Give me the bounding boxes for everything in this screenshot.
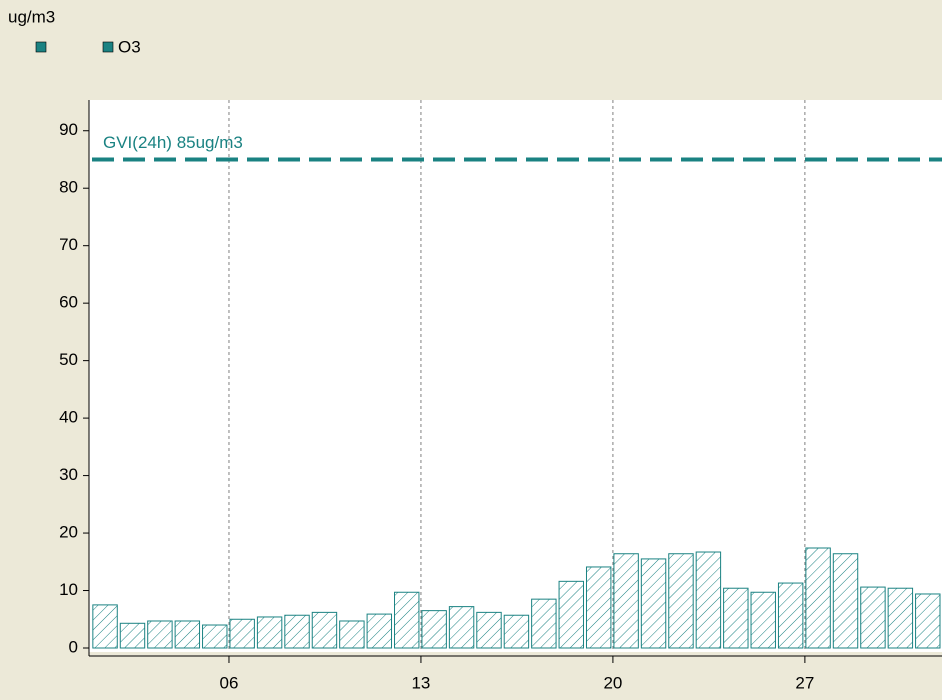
bar [147,620,173,649]
y-tick-label: 90 [59,120,78,139]
y-tick-label: 70 [59,235,78,254]
bar [311,611,338,649]
bar [448,606,475,649]
x-tick-label: 20 [603,673,622,692]
bar [119,622,146,649]
bar [777,582,804,649]
y-tick-label: 60 [59,293,78,312]
bar [668,553,694,649]
y-tick-label: 50 [59,350,78,369]
bar [229,618,255,649]
y-tick-label: 80 [59,178,78,197]
bar [695,551,722,649]
bar [613,553,639,649]
y-tick-label: 20 [59,523,78,542]
legend-swatch [102,41,114,53]
bar [256,616,283,649]
bar [915,593,941,649]
x-tick-label: 27 [795,673,814,692]
bar [202,624,228,649]
bar [503,614,530,649]
bar [421,610,447,649]
bar [805,547,831,649]
y-axis-label: ug/m3 [8,7,55,26]
y-tick-label: 10 [59,580,78,599]
bar [476,611,502,649]
bar [284,614,310,649]
bar [723,587,749,649]
legend-label: O3 [118,37,141,56]
y-tick-label: 40 [59,408,78,427]
legend-swatch [35,41,47,53]
plot-area [89,100,942,652]
bar [174,620,201,649]
bar [339,620,365,649]
x-tick-label: 13 [411,673,430,692]
bar [394,591,420,649]
y-tick-label: 0 [69,637,78,656]
bar [366,613,393,649]
bar [750,591,776,649]
bar [92,604,118,649]
bar [585,566,612,649]
x-tick-label: 06 [220,673,239,692]
bar [558,580,584,649]
reference-label: GVI(24h) 85ug/m3 [103,133,243,152]
bar [531,598,557,649]
bar [860,586,886,649]
y-tick-label: 30 [59,465,78,484]
bar [887,587,914,649]
bar [640,558,667,649]
bar [832,553,859,649]
